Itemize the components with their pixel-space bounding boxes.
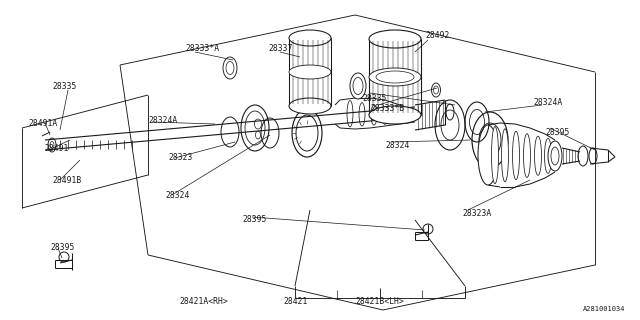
Text: 28395: 28395 <box>545 127 570 137</box>
Ellipse shape <box>524 134 531 177</box>
Ellipse shape <box>289 65 331 79</box>
Ellipse shape <box>369 30 421 48</box>
Text: 28335: 28335 <box>52 82 76 91</box>
Text: 28324: 28324 <box>165 190 189 199</box>
Ellipse shape <box>369 106 421 124</box>
Ellipse shape <box>548 141 562 171</box>
Ellipse shape <box>502 129 509 182</box>
Text: 28491A: 28491A <box>28 118 57 127</box>
Text: 28335: 28335 <box>362 93 387 102</box>
Text: 28421: 28421 <box>284 298 308 307</box>
Ellipse shape <box>545 139 552 173</box>
Text: 28421A<RH>: 28421A<RH> <box>180 298 228 307</box>
Text: 28395: 28395 <box>242 215 266 225</box>
Ellipse shape <box>534 136 541 175</box>
Text: 28337: 28337 <box>268 44 292 52</box>
Ellipse shape <box>350 73 366 99</box>
Text: 28395: 28395 <box>50 243 74 252</box>
Text: 28491B: 28491B <box>52 175 81 185</box>
Text: 28323A: 28323A <box>462 209 492 218</box>
Text: 28492: 28492 <box>425 30 449 39</box>
Ellipse shape <box>289 98 331 114</box>
Ellipse shape <box>478 125 498 185</box>
Text: 28324A: 28324A <box>533 98 563 107</box>
Text: 28323: 28323 <box>168 153 193 162</box>
Text: 28324A: 28324A <box>148 116 177 124</box>
Ellipse shape <box>369 68 421 86</box>
Text: 28333*A: 28333*A <box>185 44 219 52</box>
Ellipse shape <box>492 127 499 184</box>
Ellipse shape <box>289 30 331 46</box>
Text: 28324: 28324 <box>385 140 410 149</box>
Text: 28491: 28491 <box>44 143 68 153</box>
Text: A281001034: A281001034 <box>582 306 625 312</box>
Ellipse shape <box>513 131 520 180</box>
Text: 28421B<LH>: 28421B<LH> <box>356 298 404 307</box>
Text: 28333*B: 28333*B <box>370 103 404 113</box>
